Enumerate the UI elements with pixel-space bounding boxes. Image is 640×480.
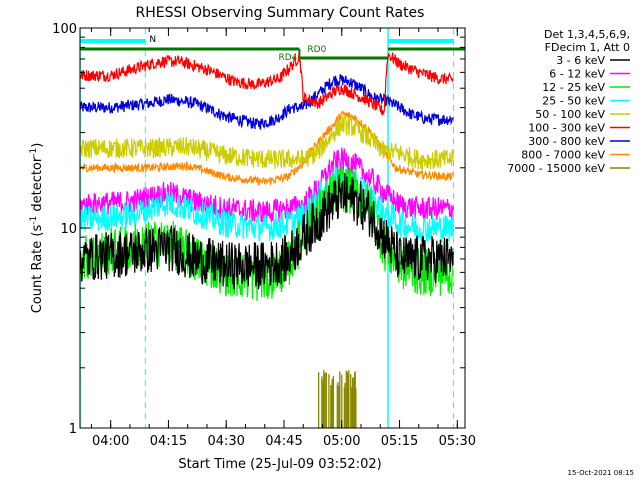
y-axis-title-main: Count Rate (s [30,225,45,314]
legend-entry-label: 7000 - 15000 keV [507,162,605,175]
legend-entry-label: 12 - 25 keV [542,81,605,94]
legend-entry-label: 100 - 300 keV [528,122,605,135]
series-line-6 [80,165,454,302]
legend-entry-label: 6 - 12 keV [549,68,605,81]
x-tick-label: 04:30 [207,434,244,449]
generation-timestamp: 15-Oct-2021 08:15 [568,469,634,477]
legend-entry-label: 800 - 7000 keV [521,149,605,162]
y-axis-title: Count Rate (s-1 detector-1) [29,143,45,314]
legend-header: FDecim 1, Att 0 [545,41,630,54]
rd4-label: RD4 [278,53,297,63]
series-line-7 [80,172,454,290]
series-line-0 [80,74,454,130]
y-tick-label: 1 [69,422,77,437]
y-axis-title-exponent: -1 [29,216,39,225]
series-line-3 [80,115,454,170]
x-tick-label: 05:00 [323,434,360,449]
x-tick-label: 04:15 [150,434,187,449]
x-tick-label: 05:30 [439,434,476,449]
legend-entry-label: 300 - 800 keV [528,135,605,148]
x-axis-title: Start Time (25-Jul-09 03:52:02) [178,457,381,472]
y-tick-label: 100 [52,22,77,37]
x-tick-label: 04:45 [265,434,302,449]
y-axis-title-exponent-2: -1 [29,148,39,157]
night-label: N [149,35,156,45]
chart-title: RHESSI Observing Summary Count Rates [136,5,425,21]
series-line-4 [80,147,454,224]
series-line-2 [80,110,454,187]
legend-entry-label: 50 - 100 keV [535,108,605,121]
legend: Det 1,3,4,5,6,9,FDecim 1, Att 03 - 6 keV… [507,28,630,175]
legend-header: Det 1,3,4,5,6,9, [544,28,630,41]
y-axis-title-end: ) [30,143,45,148]
legend-entry-label: 3 - 6 keV [556,54,605,67]
rd0-label: RD0 [307,45,326,55]
y-axis-title-tail: detector [30,156,45,212]
series-line-1 [80,52,454,116]
x-tick-label: 04:00 [92,434,129,449]
legend-entry-label: 25 - 50 keV [542,95,605,108]
y-tick-label: 10 [60,222,77,237]
x-tick-label: 05:15 [381,434,418,449]
